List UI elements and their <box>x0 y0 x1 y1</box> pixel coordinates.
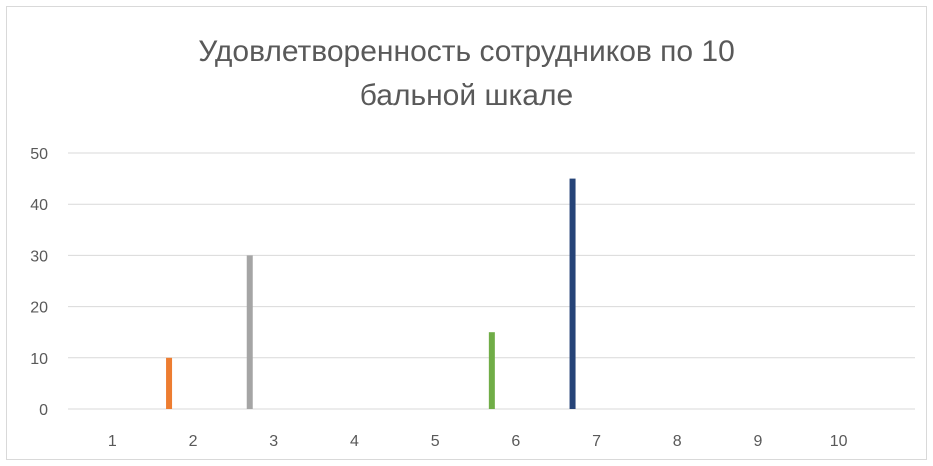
x-tick-label: 4 <box>350 433 359 450</box>
y-tick-label: 0 <box>39 402 48 419</box>
bar-6 <box>488 332 495 409</box>
bar-7 <box>569 178 576 409</box>
x-tick-label: 1 <box>108 433 117 450</box>
chart-title: Удовлетворенность сотрудников по 10 баль… <box>0 30 933 118</box>
bar-2 <box>166 357 173 409</box>
x-tick-label: 3 <box>269 433 278 450</box>
bar-3 <box>246 255 253 409</box>
x-tick-label: 2 <box>189 433 198 450</box>
y-tick-label: 40 <box>30 197 48 214</box>
x-tick-label: 9 <box>753 433 762 450</box>
chart-title-line-1: Удовлетворенность сотрудников по 10 <box>198 35 735 68</box>
y-tick-label: 50 <box>30 146 48 163</box>
x-tick-label: 5 <box>431 433 440 450</box>
x-tick-label: 6 <box>511 433 520 450</box>
chart-frame <box>6 6 927 460</box>
y-tick-label: 10 <box>30 351 48 368</box>
bars <box>166 178 576 409</box>
x-axis-ticks: 1 2 3 4 5 6 7 8 9 10 <box>108 433 848 450</box>
chart-title-line-2: бальной шкале <box>359 79 574 112</box>
x-tick-label: 8 <box>673 433 682 450</box>
x-tick-label: 7 <box>592 433 601 450</box>
y-tick-label: 30 <box>30 248 48 265</box>
y-axis-ticks: 0 10 20 30 40 50 <box>30 146 48 419</box>
y-tick-label: 20 <box>30 300 48 317</box>
x-tick-label: 10 <box>830 433 848 450</box>
